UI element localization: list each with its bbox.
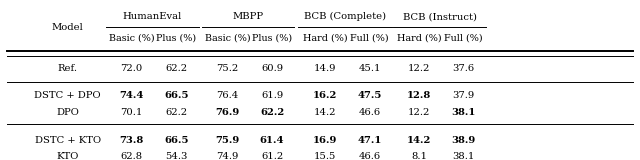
Text: 74.4: 74.4: [120, 91, 144, 100]
Text: 12.2: 12.2: [408, 64, 430, 73]
Text: 37.6: 37.6: [452, 64, 475, 73]
Text: 15.5: 15.5: [314, 152, 336, 160]
Text: Full (%): Full (%): [444, 34, 483, 43]
Text: Plus (%): Plus (%): [252, 34, 292, 43]
Text: MBPP: MBPP: [232, 12, 264, 21]
Text: KTO: KTO: [56, 152, 79, 160]
Text: 70.1: 70.1: [120, 108, 143, 117]
Text: 75.2: 75.2: [216, 64, 239, 73]
Text: Plus (%): Plus (%): [156, 34, 196, 43]
Text: Basic (%): Basic (%): [109, 34, 154, 43]
Text: Hard (%): Hard (%): [397, 34, 442, 43]
Text: 12.2: 12.2: [408, 108, 430, 117]
Text: 76.4: 76.4: [216, 91, 239, 100]
Text: Model: Model: [52, 23, 84, 32]
Text: HumanEval: HumanEval: [123, 12, 182, 21]
Text: 38.1: 38.1: [451, 108, 476, 117]
Text: 61.2: 61.2: [261, 152, 284, 160]
Text: 14.9: 14.9: [314, 64, 337, 73]
Text: 16.9: 16.9: [313, 136, 337, 145]
Text: 14.2: 14.2: [407, 136, 431, 145]
Text: 76.9: 76.9: [215, 108, 239, 117]
Text: 73.8: 73.8: [120, 136, 144, 145]
Text: 66.5: 66.5: [164, 136, 189, 145]
Text: 66.5: 66.5: [164, 91, 189, 100]
Text: 38.1: 38.1: [452, 152, 475, 160]
Text: 62.2: 62.2: [165, 64, 188, 73]
Text: 61.9: 61.9: [261, 91, 284, 100]
Text: 45.1: 45.1: [358, 64, 381, 73]
Text: 72.0: 72.0: [120, 64, 143, 73]
Text: BCB (Instruct): BCB (Instruct): [403, 12, 477, 21]
Text: 37.9: 37.9: [452, 91, 475, 100]
Text: 74.9: 74.9: [216, 152, 239, 160]
Text: 61.4: 61.4: [260, 136, 284, 145]
Text: Ref.: Ref.: [58, 64, 77, 73]
Text: 46.6: 46.6: [359, 108, 381, 117]
Text: 47.1: 47.1: [358, 136, 382, 145]
Text: DSTC + KTO: DSTC + KTO: [35, 136, 101, 145]
Text: Full (%): Full (%): [351, 34, 389, 43]
Text: 75.9: 75.9: [215, 136, 239, 145]
Text: 16.2: 16.2: [313, 91, 337, 100]
Text: 14.2: 14.2: [314, 108, 337, 117]
Text: DPO: DPO: [56, 108, 79, 117]
Text: 62.2: 62.2: [165, 108, 188, 117]
Text: 60.9: 60.9: [261, 64, 283, 73]
Text: 54.3: 54.3: [165, 152, 188, 160]
Text: 62.2: 62.2: [260, 108, 284, 117]
Text: 46.6: 46.6: [359, 152, 381, 160]
Text: 47.5: 47.5: [358, 91, 382, 100]
Text: Hard (%): Hard (%): [303, 34, 348, 43]
Text: 38.9: 38.9: [452, 136, 476, 145]
Text: 62.8: 62.8: [120, 152, 143, 160]
Text: Basic (%): Basic (%): [205, 34, 250, 43]
Text: BCB (Complete): BCB (Complete): [303, 12, 386, 21]
Text: DSTC + DPO: DSTC + DPO: [35, 91, 101, 100]
Text: 12.8: 12.8: [407, 91, 431, 100]
Text: 8.1: 8.1: [411, 152, 427, 160]
